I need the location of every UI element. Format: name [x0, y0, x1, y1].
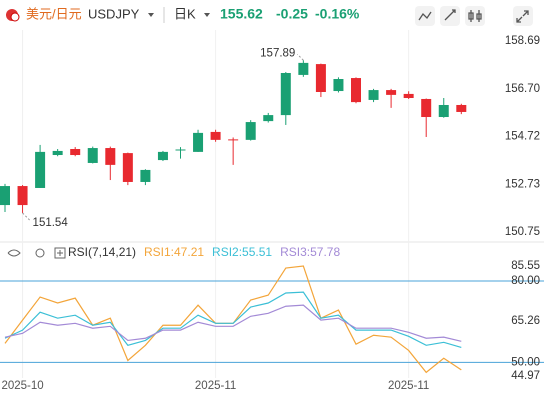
y-tick-label: 158.69	[505, 35, 540, 47]
y-tick-label: 152.73	[505, 178, 540, 190]
candle-body	[0, 186, 10, 206]
rsi-line	[4, 291, 462, 349]
dropdown-arrow	[148, 13, 154, 17]
candle-body	[87, 148, 98, 163]
symbol[interactable]: USDJPY	[88, 6, 140, 21]
candle-body	[368, 90, 379, 100]
x-tick-label: 2025-11	[195, 380, 236, 392]
tool-icon	[418, 11, 432, 21]
y-tick-label: 150.75	[505, 226, 540, 238]
add-icon	[57, 250, 63, 256]
y-tick-label: 44.97	[511, 370, 540, 382]
rsi-line	[4, 265, 462, 374]
y-tick-label: 80.00	[511, 275, 540, 287]
tool-icon	[444, 9, 456, 21]
toolbar	[415, 6, 533, 26]
candle-body	[298, 62, 309, 75]
period[interactable]: 日K	[174, 6, 196, 21]
change: -0.25	[276, 6, 308, 22]
legend-entry: RSI1:47.21	[144, 245, 204, 259]
add-icon[interactable]	[54, 247, 66, 259]
x-tick-label: 2025-10	[1, 380, 43, 392]
rsi-controls	[7, 247, 66, 259]
legend-entry: RSI2:55.51	[212, 245, 272, 259]
rsi-line	[4, 304, 462, 342]
candle-body	[280, 72, 291, 116]
candle-body	[52, 150, 63, 156]
tool-button[interactable]	[465, 6, 485, 26]
y-tick-label: 154.72	[505, 131, 540, 143]
y-tick-label: 50.00	[511, 356, 540, 368]
candle-body	[421, 98, 432, 118]
candle-body	[333, 79, 344, 92]
high-annotation: 157.89	[260, 47, 295, 59]
dropdown-arrow	[204, 13, 210, 17]
candle-body	[70, 149, 81, 156]
change-pct: -0.16%	[315, 6, 360, 22]
candle-body	[403, 93, 414, 99]
flag-icon	[10, 12, 20, 22]
low-annotation: 151.54	[33, 217, 69, 229]
candle-body	[140, 169, 151, 182]
candle-body	[210, 131, 221, 140]
tool-button[interactable]	[440, 6, 460, 26]
y-tick-label: 156.70	[505, 83, 540, 95]
pair-name: 美元/日元	[26, 6, 82, 21]
candle-body	[263, 115, 274, 122]
y-tick-label: 85.55	[511, 260, 540, 272]
annotation-leader	[22, 212, 31, 222]
candle-body	[105, 148, 116, 165]
candle-body	[386, 90, 397, 95]
y-tick-label: 65.26	[511, 315, 540, 327]
candle-body	[17, 186, 28, 206]
hide-icon[interactable]	[7, 249, 21, 257]
x-tick-label: 2025-11	[388, 380, 429, 392]
candle-body	[245, 122, 256, 140]
legend-entry: RSI3:57.78	[280, 245, 340, 259]
tool-icon	[516, 10, 529, 23]
candle-body	[193, 132, 204, 152]
candle-body	[122, 153, 133, 182]
candle-body	[175, 149, 186, 151]
candle-body	[228, 139, 239, 141]
candle-body	[315, 64, 326, 92]
candle-body	[35, 151, 46, 188]
candle-body	[438, 104, 449, 118]
candle-body	[351, 78, 361, 103]
tool-icon	[468, 10, 482, 22]
settings-icon[interactable]	[35, 248, 45, 258]
rsi-title: RSI(7,14,21)	[68, 245, 136, 259]
price: 155.62	[220, 6, 263, 22]
candle-body	[456, 104, 467, 112]
candle-body	[157, 151, 168, 161]
annotation-leader	[296, 53, 304, 61]
